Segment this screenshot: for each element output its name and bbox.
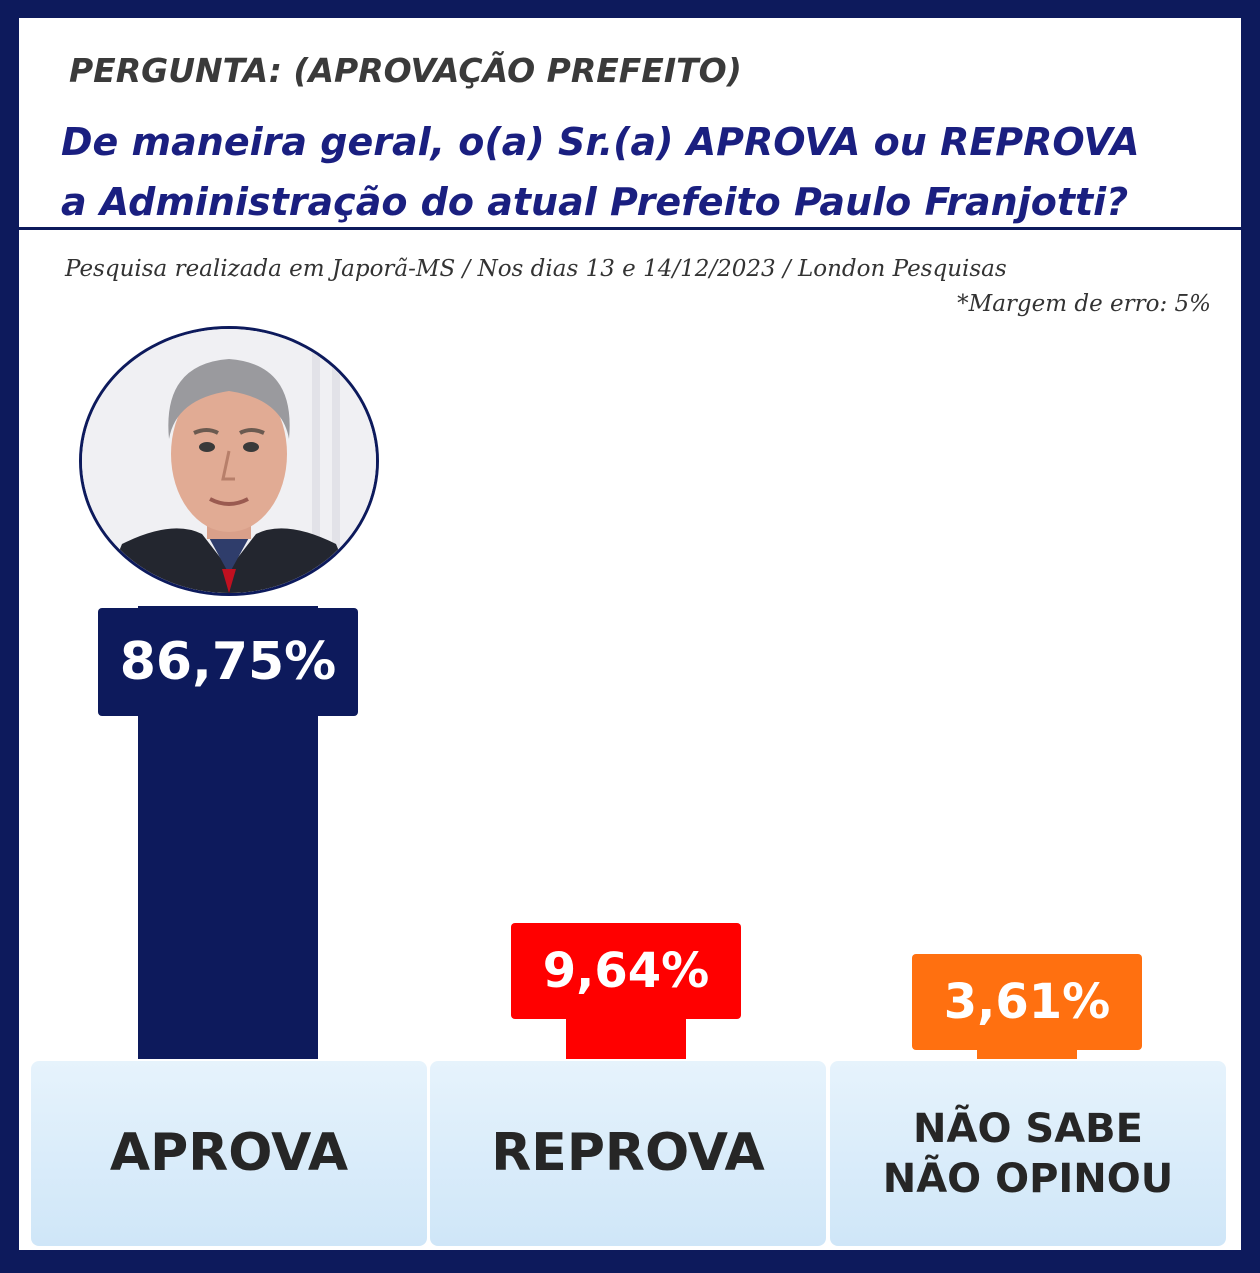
margin-of-error: *Margem de erro: 5% [957, 291, 1211, 317]
survey-source: Pesquisa realizada em Japorã-MS / Nos di… [65, 256, 1007, 282]
approval-bar-chart: 86,75% APROVA 9,64% REPROVA 3,61% NÃO SABE NÃO… [19, 18, 1241, 1250]
question-heading: PERGUNTA: (APROVAÇÃO PREFEITO) [69, 51, 742, 90]
value-label-3: 3,61% [912, 954, 1142, 1051]
question-line-2: a Administração do atual Prefeito Paulo … [61, 180, 1129, 224]
question-line-1: De maneira geral, o(a) Sr.(a) APROVA ou … [61, 120, 1140, 164]
category-label-2: REPROVA [430, 1061, 826, 1246]
header-divider [19, 227, 1241, 230]
mayor-portrait [79, 326, 379, 596]
value-label-1: 86,75% [98, 608, 358, 716]
question-text: De maneira geral, o(a) Sr.(a) APROVA ou … [61, 112, 1221, 232]
category-label-1: APROVA [31, 1061, 427, 1246]
value-label-2: 9,64% [511, 922, 741, 1019]
portrait-illustration [82, 329, 376, 593]
poll-card: PERGUNTA: (APROVAÇÃO PREFEITO) De maneir… [19, 18, 1241, 1250]
category-label-3: NÃO SABE NÃO OPINOU [830, 1061, 1226, 1246]
